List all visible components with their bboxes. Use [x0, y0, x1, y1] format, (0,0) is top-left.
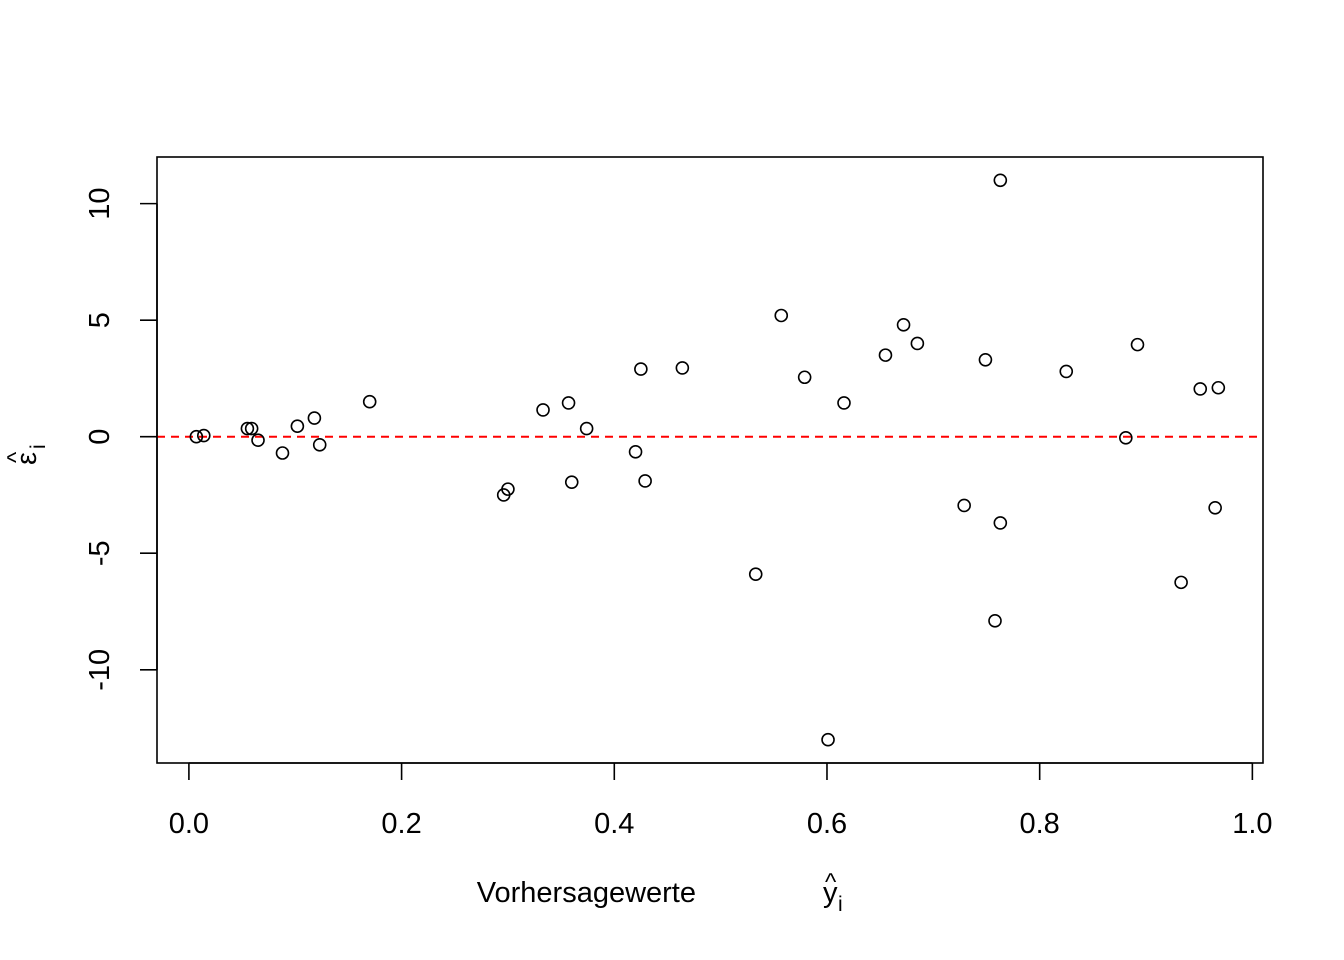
data-point: [978, 352, 993, 367]
data-point: [896, 318, 911, 332]
data-point: [797, 370, 812, 385]
data-point: [189, 429, 204, 444]
y-axis-label-hat: ^: [3, 451, 30, 463]
x-tick-label: 1.0: [1232, 808, 1272, 840]
y-axis: -10 -5 0 5 10: [84, 187, 158, 691]
x-tick-label: 0.6: [807, 808, 847, 840]
data-points: [189, 173, 1226, 747]
plot-frame: [156, 156, 1264, 764]
data-point: [821, 732, 835, 747]
y-tick-label: -10: [84, 649, 116, 691]
data-point: [362, 394, 377, 409]
data-point: [1174, 575, 1188, 590]
x-axis-label-hat: ^: [825, 869, 837, 896]
x-tick-label: 0.0: [169, 808, 209, 840]
y-tick-label: 0: [84, 429, 116, 445]
data-point: [290, 419, 305, 434]
data-point: [1130, 337, 1145, 352]
x-axis: 0.0 0.2 0.4 0.6 0.8 1.0: [169, 762, 1273, 840]
y-axis-label-symbol: ε: [11, 452, 43, 465]
data-point: [251, 433, 265, 447]
y-tick-label: -5: [84, 540, 116, 566]
data-point: [1208, 500, 1222, 515]
y-axis-label: ε ^ i: [3, 444, 50, 465]
data-point: [1193, 382, 1208, 396]
data-point: [275, 446, 290, 460]
y-tick-label: 5: [84, 312, 116, 328]
x-axis-label: Vorhersagewerte y ^ i: [477, 869, 843, 916]
data-point: [196, 428, 211, 443]
data-point: [748, 567, 763, 582]
data-point: [774, 308, 789, 323]
data-point: [993, 173, 1008, 188]
y-tick-label: 10: [84, 187, 116, 219]
data-point: [312, 438, 327, 452]
data-point: [878, 348, 893, 362]
x-axis-label-subscript: i: [838, 893, 843, 916]
data-point: [307, 411, 322, 425]
data-point: [988, 614, 1002, 628]
x-tick-label: 0.4: [594, 808, 634, 840]
data-point: [501, 482, 515, 496]
data-point: [634, 362, 648, 376]
data-point: [240, 421, 255, 436]
data-point: [579, 421, 594, 436]
data-point: [638, 474, 652, 488]
x-tick-label: 0.8: [1020, 808, 1060, 840]
x-axis-label-symbol: y: [823, 877, 838, 909]
data-point: [837, 396, 851, 410]
data-point: [1211, 380, 1226, 395]
data-point: [1119, 431, 1133, 445]
data-point: [536, 403, 550, 417]
data-point: [628, 445, 643, 459]
data-point: [1059, 364, 1074, 379]
y-axis-label-subscript: i: [27, 444, 50, 449]
x-axis-label-text: Vorhersagewerte: [477, 877, 696, 909]
data-point: [561, 396, 576, 410]
data-point: [244, 421, 259, 436]
data-point: [957, 498, 971, 513]
x-tick-label: 0.2: [381, 808, 421, 840]
data-point: [910, 336, 925, 351]
data-point: [993, 516, 1008, 530]
data-point: [675, 361, 690, 375]
data-point: [564, 475, 579, 489]
